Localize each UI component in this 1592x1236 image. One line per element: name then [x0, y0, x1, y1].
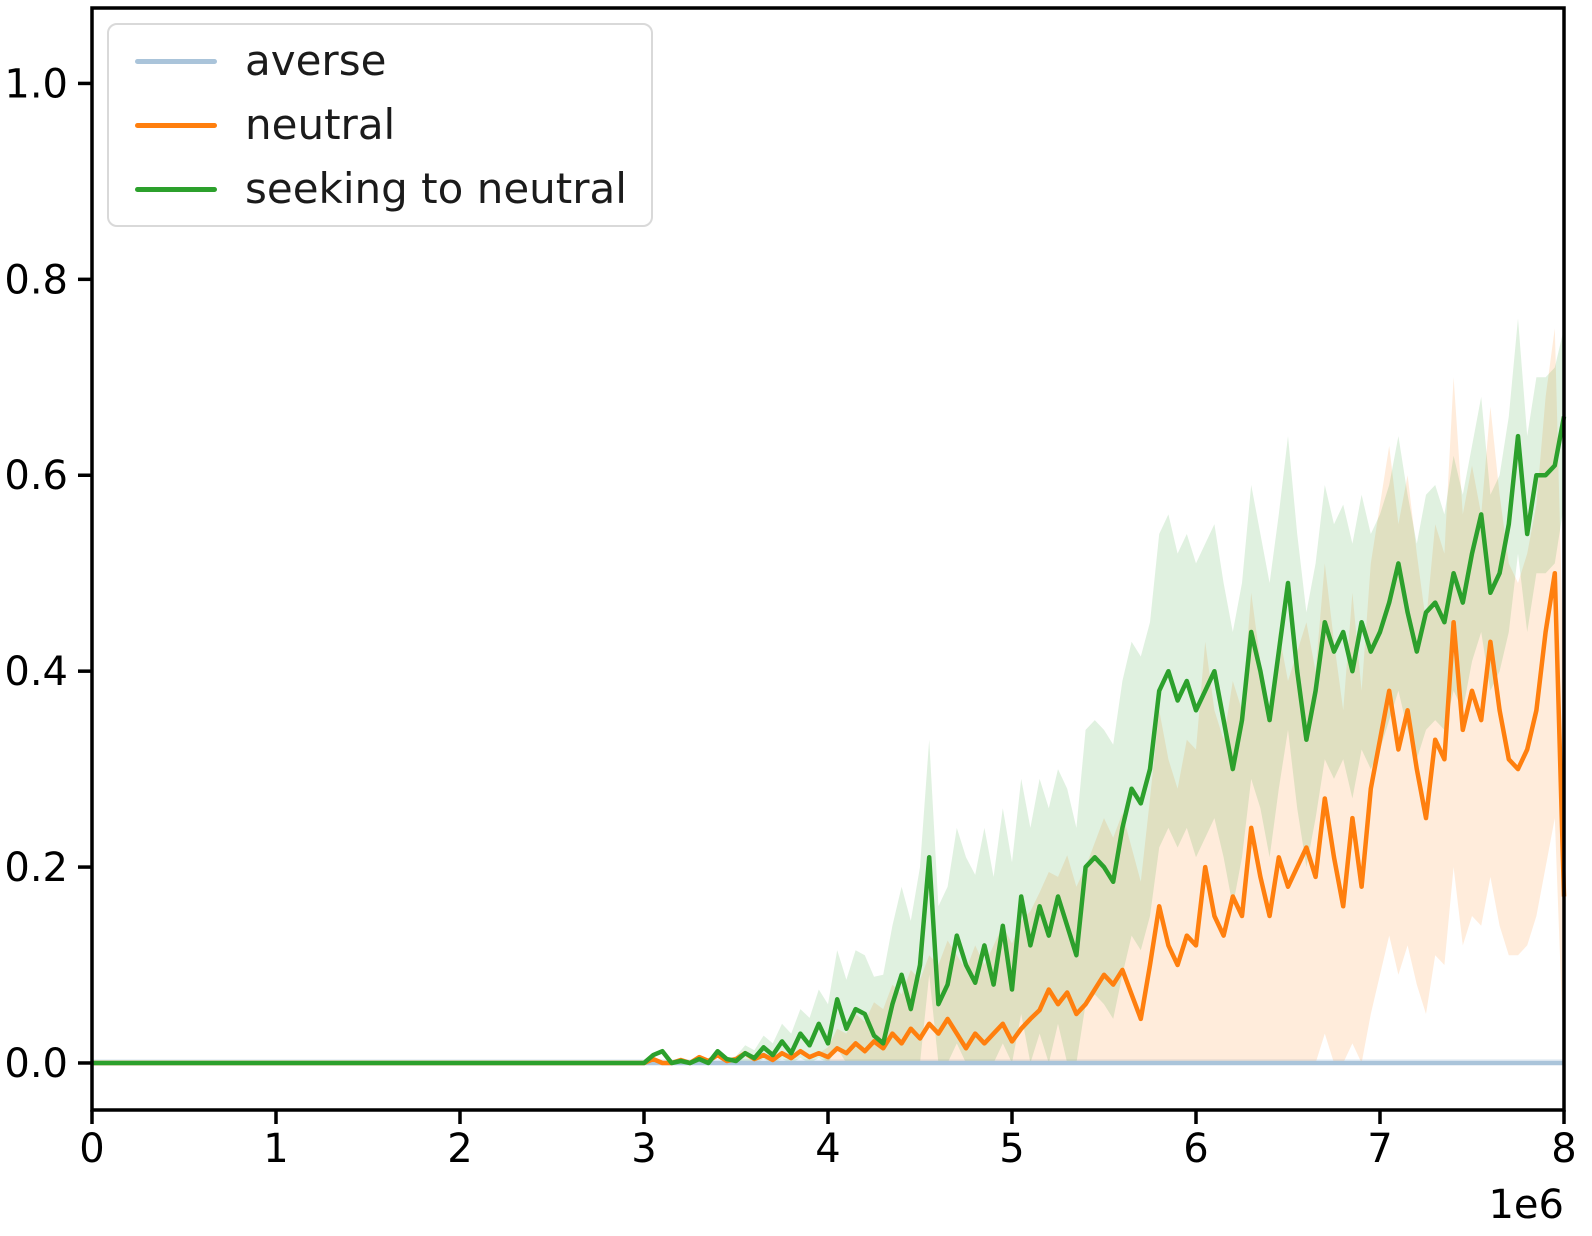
x-tick-label: 4 — [815, 1126, 840, 1172]
y-tick-label: 0.0 — [4, 1041, 68, 1087]
x-tick-label: 8 — [1551, 1126, 1576, 1172]
x-axis-offset-label: 1e6 — [1488, 1182, 1564, 1228]
x-tick-label: 0 — [79, 1126, 104, 1172]
legend-item-averse: averse — [109, 29, 651, 93]
legend-line-sample-averse — [135, 58, 217, 64]
x-tick-label: 5 — [999, 1126, 1024, 1172]
band-neutral — [92, 328, 1564, 1063]
legend: averse neutral seeking to neutral — [107, 23, 653, 227]
y-tick-label: 0.6 — [4, 453, 68, 499]
band-seeking-to-neutral — [92, 318, 1564, 1063]
x-tick-label: 3 — [631, 1126, 656, 1172]
legend-line-sample-seeking-to-neutral — [135, 186, 217, 192]
y-tick-label: 1.0 — [4, 61, 68, 107]
legend-item-seeking-to-neutral: seeking to neutral — [109, 157, 651, 221]
x-tick-label: 6 — [1183, 1126, 1208, 1172]
y-tick-label: 0.8 — [4, 257, 68, 303]
legend-label-neutral: neutral — [245, 100, 396, 149]
x-tick-label: 1 — [263, 1126, 288, 1172]
series-line-seeking-to-neutral — [92, 416, 1567, 1066]
x-tick-label: 7 — [1367, 1126, 1392, 1172]
y-tick-label: 0.2 — [4, 845, 68, 891]
legend-item-neutral: neutral — [109, 93, 651, 157]
legend-label-seeking-to-neutral: seeking to neutral — [245, 164, 627, 213]
legend-label-averse: averse — [245, 36, 387, 85]
legend-line-sample-neutral — [135, 122, 217, 128]
y-tick-label: 0.4 — [4, 649, 68, 695]
x-tick-label: 2 — [447, 1126, 472, 1172]
